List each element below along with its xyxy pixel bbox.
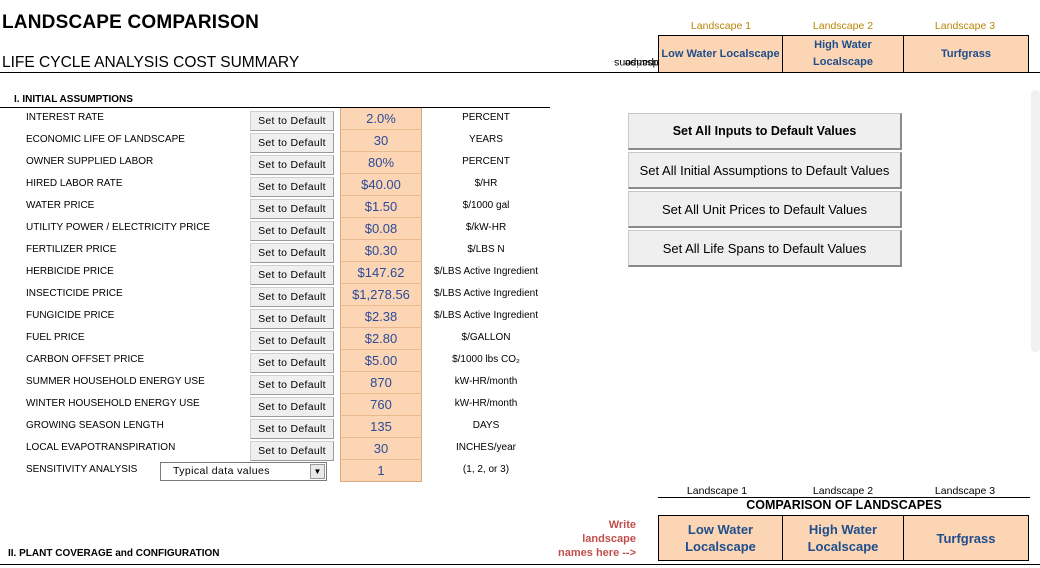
assumption-value-input[interactable]: $5.00 [340, 350, 422, 372]
assumption-label: FUEL PRICE [26, 332, 85, 343]
assumption-value-input[interactable]: $2.38 [340, 306, 422, 328]
section-divider [0, 107, 550, 108]
page-subtitle: LIFE CYCLE ANALYSIS COST SUMMARY [2, 54, 300, 71]
assumption-value-input[interactable]: 30 [340, 130, 422, 152]
comparison-header-1: Landscape 1 [686, 485, 748, 497]
assumption-value-input[interactable]: 135 [340, 416, 422, 438]
comparison-name-3[interactable]: Turfgrass [903, 515, 1029, 561]
assumption-unit: $/LBS Active Ingredient [434, 310, 538, 321]
set-to-default-button[interactable]: Set to Default [250, 155, 334, 175]
assumption-label: INTEREST RATE [26, 112, 104, 123]
assumption-value-input[interactable]: $147.62 [340, 262, 422, 284]
assumption-label: ECONOMIC LIFE OF LANDSCAPE [26, 134, 185, 145]
assumption-label: WATER PRICE [26, 200, 95, 211]
set-to-default-button[interactable]: Set to Default [250, 243, 334, 263]
landscape-comparisons-label: Landscape Comparisons [614, 57, 676, 69]
assumption-value-input[interactable]: 30 [340, 438, 422, 460]
assumption-label: GROWING SEASON LENGTH [26, 420, 164, 431]
assumption-unit: $/GALLON [461, 332, 511, 343]
assumption-label: OWNER SUPPLIED LABOR [26, 156, 154, 167]
set-to-default-button[interactable]: Set to Default [250, 441, 334, 461]
landscape-2-header: Landscape 2 [812, 20, 874, 32]
assumption-label: FUNGICIDE PRICE [26, 310, 115, 321]
comparison-header-2: Landscape 2 [812, 485, 874, 497]
landscape-1-header: Landscape 1 [690, 20, 752, 32]
set-life-spans-default-button[interactable]: Set All Life Spans to Default Values [628, 230, 902, 267]
set-to-default-button[interactable]: Set to Default [250, 265, 334, 285]
assumption-unit: PERCENT [462, 156, 510, 167]
set-to-default-button[interactable]: Set to Default [250, 133, 334, 153]
set-to-default-button[interactable]: Set to Default [250, 309, 334, 329]
section-plant-coverage: II. PLANT COVERAGE and CONFIGURATION [8, 548, 220, 559]
comparison-name-2[interactable]: High Water Localscape [782, 515, 904, 561]
set-to-default-button[interactable]: Set to Default [250, 287, 334, 307]
assumption-unit: $/1000 gal [462, 200, 510, 211]
assumption-label: INSECTICIDE PRICE [26, 288, 123, 299]
set-initial-assumptions-default-button[interactable]: Set All Initial Assumptions to Default V… [628, 152, 902, 189]
header-divider [0, 72, 658, 73]
assumption-unit: INCHES/year [455, 442, 516, 453]
assumption-label: FERTILIZER PRICE [26, 244, 117, 255]
page-title: LANDSCAPE COMPARISON [2, 12, 259, 33]
assumption-unit: kW-HR/month [454, 398, 518, 409]
assumption-unit: $/HR [474, 178, 498, 189]
set-unit-prices-default-button[interactable]: Set All Unit Prices to Default Values [628, 191, 902, 228]
landscape-3-name: Turfgrass [903, 35, 1029, 73]
sensitivity-selected-value: Typical data values [173, 465, 270, 477]
assumption-label: LOCAL EVAPOTRANSPIRATION [26, 442, 176, 453]
sensitivity-select[interactable]: Typical data values ▼ [160, 462, 327, 481]
assumption-unit: $/LBS Active Ingredient [434, 288, 538, 299]
assumption-value-input[interactable]: $1,278.56 [340, 284, 422, 306]
assumption-value-input[interactable]: $1.50 [340, 196, 422, 218]
landscape-2-name: High Water Localscape [782, 35, 904, 73]
assumption-value-input[interactable]: 2.0% [340, 108, 422, 130]
set-to-default-button[interactable]: Set to Default [250, 419, 334, 439]
assumption-unit: $/LBS Active Ingredient [434, 266, 538, 277]
comparison-header-3: Landscape 3 [934, 485, 996, 497]
assumption-unit: YEARS [469, 134, 503, 145]
assumption-value-input[interactable]: $0.30 [340, 240, 422, 262]
set-all-inputs-default-button[interactable]: Set All Inputs to Default Values [628, 113, 902, 150]
set-to-default-button[interactable]: Set to Default [250, 221, 334, 241]
section-2-divider [0, 564, 1040, 565]
set-to-default-button[interactable]: Set to Default [250, 111, 334, 131]
assumption-value-input[interactable]: $2.80 [340, 328, 422, 350]
landscape-3-header: Landscape 3 [934, 20, 996, 32]
set-to-default-button[interactable]: Set to Default [250, 331, 334, 351]
comparison-name-1[interactable]: Low Water Localscape [658, 515, 783, 561]
sensitivity-label: SENSITIVITY ANALYSIS [26, 464, 138, 475]
assumption-label: UTILITY POWER / ELECTRICITY PRICE [26, 222, 211, 233]
assumption-unit: PERCENT [462, 112, 510, 123]
assumption-value-input[interactable]: 80% [340, 152, 422, 174]
set-to-default-button[interactable]: Set to Default [250, 353, 334, 373]
assumption-value-input[interactable]: 760 [340, 394, 422, 416]
comparison-title: COMPARISON OF LANDSCAPES [746, 498, 942, 512]
assumption-unit: kW-HR/month [454, 376, 518, 387]
sensitivity-value[interactable]: 1 [340, 460, 422, 482]
assumption-label: WINTER HOUSEHOLD ENERGY USE [26, 398, 200, 409]
assumption-unit: $/kW-HR [465, 222, 507, 233]
comparison-top-line [658, 497, 1030, 498]
landscape-1-name: Low Water Localscape [658, 35, 783, 73]
assumption-value-input[interactable]: 870 [340, 372, 422, 394]
vertical-scrollbar[interactable] [1031, 90, 1040, 352]
set-to-default-button[interactable]: Set to Default [250, 397, 334, 417]
assumption-unit: $/1000 lbs CO₂ [452, 354, 520, 365]
assumption-value-input[interactable]: $40.00 [340, 174, 422, 196]
set-to-default-button[interactable]: Set to Default [250, 177, 334, 197]
set-to-default-button[interactable]: Set to Default [250, 375, 334, 395]
section-initial-assumptions: I. INITIAL ASSUMPTIONS [14, 94, 133, 105]
write-names-note: Write landscape names here --> [558, 519, 636, 559]
sensitivity-unit: (1, 2, or 3) [462, 464, 510, 475]
set-to-default-button[interactable]: Set to Default [250, 199, 334, 219]
assumption-unit: $/LBS N [467, 244, 505, 255]
chevron-down-icon[interactable]: ▼ [310, 464, 325, 479]
assumption-label: CARBON OFFSET PRICE [26, 354, 145, 365]
assumption-label: SUMMER HOUSEHOLD ENERGY USE [26, 376, 205, 387]
assumption-label: HERBICIDE PRICE [26, 266, 114, 277]
assumption-value-input[interactable]: $0.08 [340, 218, 422, 240]
assumption-unit: DAYS [472, 420, 500, 431]
assumption-label: HIRED LABOR RATE [26, 178, 123, 189]
